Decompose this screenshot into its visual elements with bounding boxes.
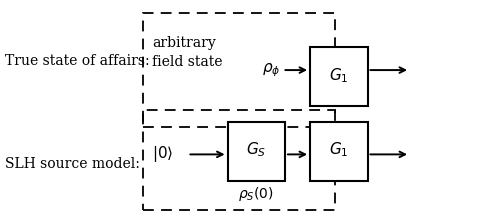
Bar (310, 47, 368, 106)
Text: $\rho_\phi$: $\rho_\phi$ (262, 61, 281, 79)
Text: $\rho_S(0)$: $\rho_S(0)$ (238, 185, 274, 203)
Text: $G_1$: $G_1$ (329, 66, 348, 85)
Bar (310, 122, 368, 181)
Text: True state of affairs:: True state of affairs: (5, 54, 150, 68)
Text: $G_1$: $G_1$ (329, 141, 348, 159)
Bar (142, 13, 335, 127)
Text: SLH source model:: SLH source model: (5, 157, 140, 171)
Text: $G_S$: $G_S$ (246, 141, 266, 159)
Text: $|0\rangle$: $|0\rangle$ (152, 144, 174, 164)
Bar (228, 122, 285, 181)
Bar (142, 110, 335, 210)
Text: arbitrary
field state: arbitrary field state (152, 36, 223, 69)
